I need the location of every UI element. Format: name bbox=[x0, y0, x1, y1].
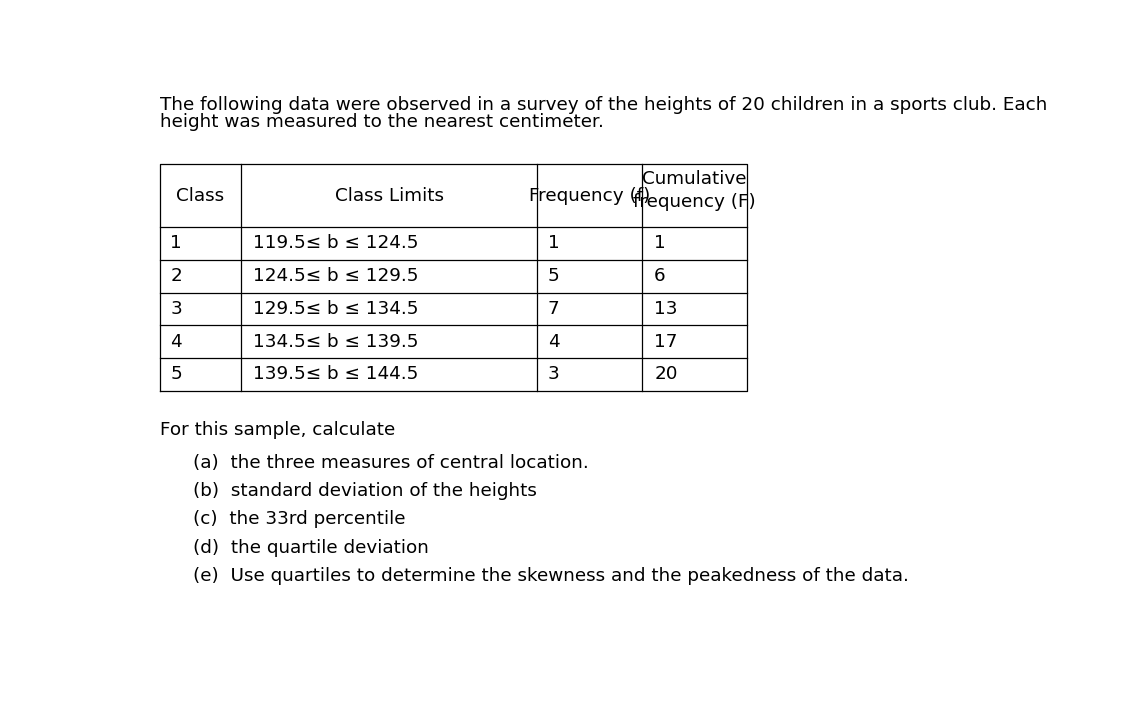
Text: Class: Class bbox=[177, 186, 224, 205]
Text: (e)  Use quartiles to determine the skewness and the peakedness of the data.: (e) Use quartiles to determine the skewn… bbox=[193, 567, 909, 585]
Text: (c)  the 33rd percentile: (c) the 33rd percentile bbox=[193, 510, 405, 528]
Text: Class Limits: Class Limits bbox=[334, 186, 443, 205]
Text: 1: 1 bbox=[654, 235, 666, 252]
Text: 4: 4 bbox=[170, 333, 182, 351]
Text: height was measured to the nearest centimeter.: height was measured to the nearest centi… bbox=[160, 113, 604, 131]
Text: 17: 17 bbox=[654, 333, 677, 351]
Text: 1: 1 bbox=[548, 235, 559, 252]
Text: Frequency (f): Frequency (f) bbox=[529, 186, 650, 205]
Text: (d)  the quartile deviation: (d) the quartile deviation bbox=[193, 539, 429, 557]
Text: frequency (F): frequency (F) bbox=[633, 193, 756, 211]
Text: The following data were observed in a survey of the heights of 20 children in a : The following data were observed in a su… bbox=[160, 96, 1047, 114]
Text: 1: 1 bbox=[170, 235, 182, 252]
Text: For this sample, calculate: For this sample, calculate bbox=[160, 421, 395, 439]
Text: 139.5≤ b ≤ 144.5: 139.5≤ b ≤ 144.5 bbox=[253, 365, 418, 384]
Text: 6: 6 bbox=[654, 267, 666, 285]
Text: 4: 4 bbox=[548, 333, 559, 351]
Text: 7: 7 bbox=[548, 300, 559, 318]
Text: Cumulative: Cumulative bbox=[642, 169, 747, 188]
Text: 2: 2 bbox=[170, 267, 182, 285]
Text: (a)  the three measures of central location.: (a) the three measures of central locati… bbox=[193, 454, 588, 471]
Text: 119.5≤ b ≤ 124.5: 119.5≤ b ≤ 124.5 bbox=[253, 235, 418, 252]
Text: 5: 5 bbox=[548, 267, 559, 285]
Text: 20: 20 bbox=[654, 365, 677, 384]
Text: 3: 3 bbox=[170, 300, 182, 318]
Text: 129.5≤ b ≤ 134.5: 129.5≤ b ≤ 134.5 bbox=[253, 300, 418, 318]
Text: 124.5≤ b ≤ 129.5: 124.5≤ b ≤ 129.5 bbox=[253, 267, 418, 285]
Text: 134.5≤ b ≤ 139.5: 134.5≤ b ≤ 139.5 bbox=[253, 333, 418, 351]
Text: 3: 3 bbox=[548, 365, 559, 384]
Text: (b)  standard deviation of the heights: (b) standard deviation of the heights bbox=[193, 482, 537, 500]
Text: 5: 5 bbox=[170, 365, 182, 384]
Text: 13: 13 bbox=[654, 300, 677, 318]
